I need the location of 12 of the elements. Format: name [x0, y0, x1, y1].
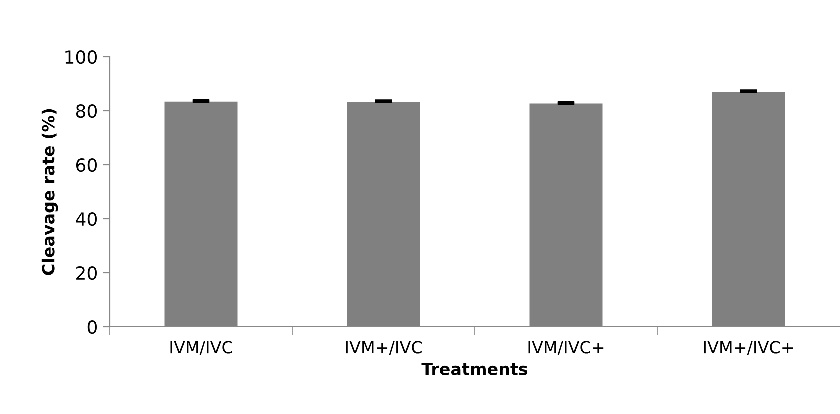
- y-tick-label: 40: [76, 212, 97, 226]
- y-tick-label: 80: [76, 104, 97, 118]
- y-axis-title: Cleavage rate (%): [42, 109, 58, 276]
- x-tick-label: IVM+/IVC+: [704, 341, 794, 356]
- y-tick-label: 100: [66, 50, 97, 64]
- x-axis-title: Treatments: [422, 363, 528, 376]
- y-tick-label: 0: [88, 320, 97, 334]
- x-tick-label: IVM/IVC: [170, 341, 232, 356]
- y-tick-label: 20: [76, 266, 97, 280]
- x-tick-label: IVM+/IVC: [346, 341, 422, 356]
- x-tick-label: IVM/IVC+: [528, 341, 604, 356]
- y-tick-label: 60: [76, 158, 97, 172]
